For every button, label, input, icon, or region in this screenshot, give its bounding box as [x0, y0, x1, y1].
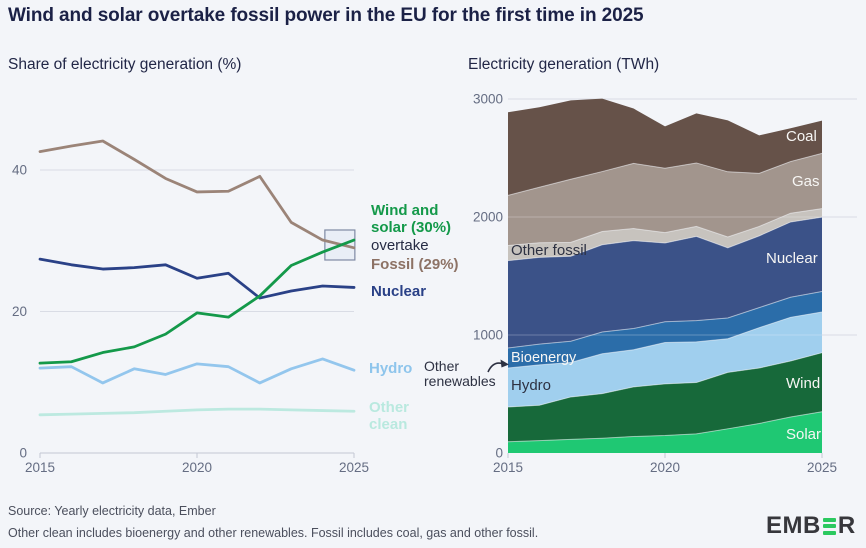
- right-chart-subtitle: Electricity generation (TWh): [468, 56, 660, 73]
- generation-area-chart: 2015 2020 2025 0 1000 2000 3000: [473, 92, 857, 475]
- area-label-solar: Solar: [786, 426, 822, 443]
- svg-text:2015: 2015: [493, 460, 523, 475]
- label-wind-solar: Wind and solar (30%): [371, 202, 452, 237]
- svg-text:2015: 2015: [25, 460, 55, 475]
- label-overtake: overtake: [371, 237, 429, 254]
- ember-logo-suffix: R: [837, 512, 856, 539]
- footer-source: Source: Yearly electricity data, Ember: [8, 504, 216, 518]
- area-label-nuclear: Nuclear: [766, 250, 818, 267]
- share-line-chart: 2015 2020 2025 0 20 40: [12, 139, 369, 475]
- area-label-coal: Coal: [786, 128, 817, 145]
- area-label-other-fossil: Other fossil: [511, 242, 587, 259]
- ember-logo: EMB R: [766, 514, 856, 538]
- left-chart-subtitle: Share of electricity generation (%): [8, 56, 242, 73]
- label-nuclear: Nuclear: [371, 283, 427, 300]
- label-fossil: Fossil (29%): [371, 256, 459, 273]
- svg-text:3000: 3000: [473, 92, 503, 107]
- annotation-other-renewables: Other renewables: [424, 358, 496, 390]
- area-label-bioenergy: Bioenergy: [511, 350, 577, 366]
- svg-text:1000: 1000: [473, 328, 503, 343]
- svg-text:2020: 2020: [182, 460, 212, 475]
- svg-text:2025: 2025: [807, 460, 837, 475]
- area-label-gas: Gas: [792, 173, 820, 190]
- svg-text:40: 40: [12, 163, 27, 178]
- footer-note: Other clean includes bioenergy and other…: [8, 526, 539, 540]
- svg-text:2020: 2020: [650, 460, 680, 475]
- svg-text:2025: 2025: [339, 460, 369, 475]
- svg-text:2000: 2000: [473, 210, 503, 225]
- curved-arrow-icon: [487, 359, 509, 373]
- label-other-clean: Other clean: [369, 399, 410, 434]
- ember-logo-prefix: EMB: [766, 512, 821, 539]
- main-title: Wind and solar overtake fossil power in …: [8, 5, 644, 26]
- ember-logo-e-icon: [822, 517, 836, 535]
- svg-text:0: 0: [495, 446, 503, 461]
- area-label-wind: Wind: [786, 375, 821, 392]
- svg-text:20: 20: [12, 304, 27, 319]
- label-hydro: Hydro: [369, 360, 413, 377]
- svg-text:0: 0: [19, 446, 27, 461]
- area-label-hydro: Hydro: [511, 377, 552, 394]
